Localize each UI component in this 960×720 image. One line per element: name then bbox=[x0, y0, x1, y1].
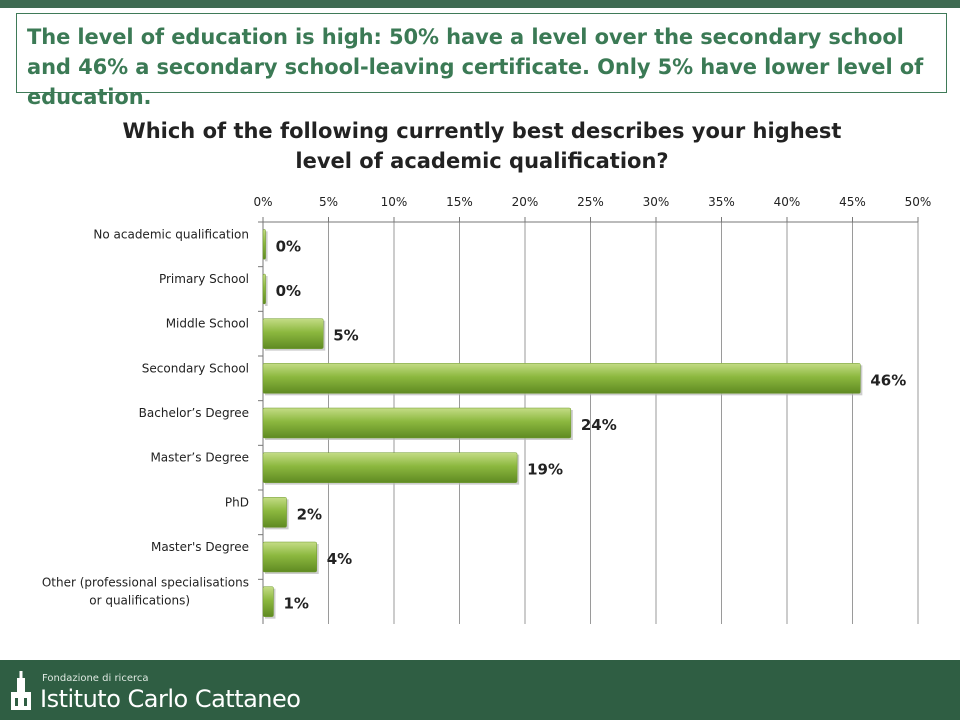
bar-shadow bbox=[265, 231, 268, 262]
x-tick-label: 45% bbox=[839, 195, 866, 209]
bar bbox=[262, 273, 266, 305]
category-label: No academic qualification bbox=[93, 227, 249, 241]
bar bbox=[262, 541, 317, 573]
footer-org-line2: Istituto Carlo Cattaneo bbox=[40, 685, 301, 713]
x-tick-label: 50% bbox=[905, 195, 932, 209]
x-tick-label: 25% bbox=[577, 195, 604, 209]
bar bbox=[262, 407, 572, 439]
data-label: 24% bbox=[581, 416, 617, 434]
category-label: Master's Degree bbox=[151, 540, 249, 554]
x-tick-label: 30% bbox=[643, 195, 670, 209]
data-label: 19% bbox=[527, 461, 563, 479]
bar-shadow bbox=[265, 276, 268, 306]
chart-title: Which of the following currently best de… bbox=[122, 119, 842, 173]
data-label: 0% bbox=[276, 237, 301, 255]
category-label-line: or qualifications) bbox=[89, 594, 190, 608]
category-label: Primary School bbox=[159, 272, 249, 286]
bar bbox=[262, 318, 324, 349]
x-tick-label: 15% bbox=[446, 195, 473, 209]
category-label: Master’s Degree bbox=[150, 451, 249, 465]
data-label: 0% bbox=[276, 282, 301, 300]
data-label: 1% bbox=[283, 595, 308, 613]
x-tick-label: 20% bbox=[512, 195, 539, 209]
category-label-line: Other (professional specialisations bbox=[42, 576, 249, 590]
x-tick-label: 5% bbox=[319, 195, 338, 209]
bar bbox=[262, 229, 266, 260]
bar-chart: 0% 5% 10% 15% 20% 25% 30% 35% 40% 45% 50% No acade… bbox=[42, 195, 932, 624]
category-label: Secondary School bbox=[142, 361, 249, 375]
top-stripe bbox=[0, 0, 960, 8]
category-label: Other (professional specialisations or qu… bbox=[42, 576, 249, 608]
bar bbox=[262, 497, 287, 528]
x-tick-label: 0% bbox=[253, 195, 272, 209]
x-tick-label: 35% bbox=[708, 195, 735, 209]
building-logo-icon bbox=[11, 671, 31, 710]
bar bbox=[262, 452, 518, 483]
footer-org-line1: Fondazione di ricerca bbox=[42, 673, 149, 684]
x-tick-label: 40% bbox=[774, 195, 801, 209]
category-label: PhD bbox=[225, 495, 249, 509]
headline-text: The level of education is high: 50% have… bbox=[27, 25, 924, 109]
category-label: Bachelor’s Degree bbox=[139, 406, 249, 420]
bar bbox=[262, 586, 274, 617]
category-label: Middle School bbox=[166, 317, 249, 331]
data-label: 4% bbox=[327, 550, 352, 568]
data-label: 2% bbox=[297, 505, 322, 523]
data-label: 46% bbox=[870, 371, 906, 389]
footer-bar: Fondazione di ricerca Istituto Carlo Cat… bbox=[0, 660, 960, 720]
bar bbox=[262, 363, 861, 394]
data-label: 5% bbox=[333, 327, 358, 345]
x-tick-label: 10% bbox=[381, 195, 408, 209]
headline-box: The level of education is high: 50% have… bbox=[16, 13, 947, 109]
